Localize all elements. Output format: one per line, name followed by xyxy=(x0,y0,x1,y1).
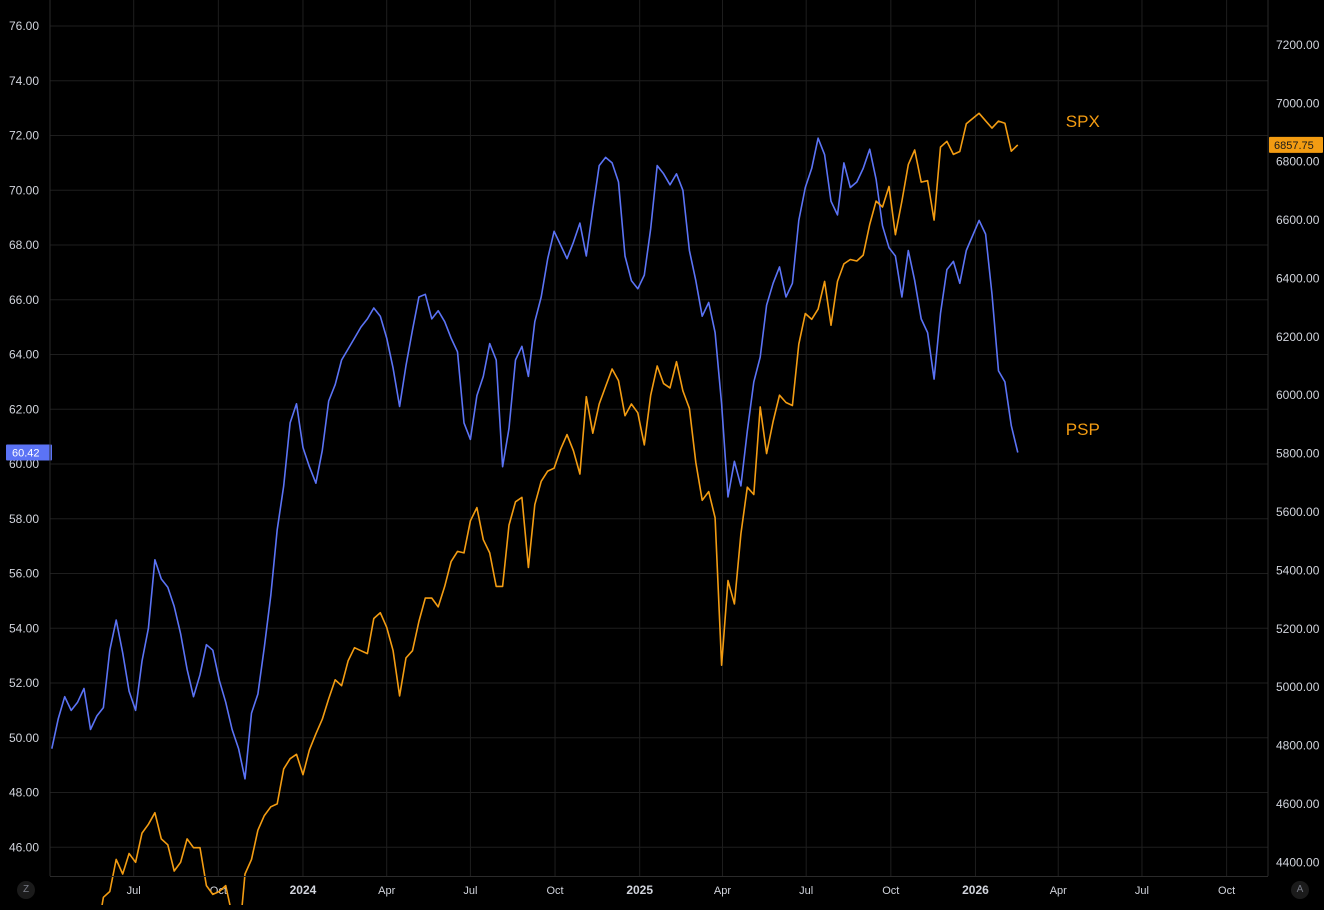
right-tick-label: 5200.00 xyxy=(1276,622,1320,636)
spx-last-value: 6857.75 xyxy=(1274,140,1314,152)
timezone-button[interactable]: Z xyxy=(17,881,35,899)
spx-label: SPX xyxy=(1066,112,1100,131)
left-tick-label: 62.00 xyxy=(9,402,39,416)
left-tick-label: 48.00 xyxy=(9,786,39,800)
right-tick-label: 7000.00 xyxy=(1276,96,1320,110)
left-tick-label: 56.00 xyxy=(9,567,39,581)
left-tick-label: 72.00 xyxy=(9,129,39,143)
right-tick-label: 6200.00 xyxy=(1276,330,1320,344)
series-labels: SPX PSP xyxy=(1066,112,1100,439)
time-tick-label: Oct xyxy=(1218,885,1235,897)
time-tick-label: Jul xyxy=(1135,885,1149,897)
left-tick-label: 64.00 xyxy=(9,348,39,362)
right-tick-label: 6400.00 xyxy=(1276,271,1320,285)
time-tick-label: Oct xyxy=(882,885,899,897)
left-tick-label: 68.00 xyxy=(9,238,39,252)
time-tick-label: 2026 xyxy=(962,883,989,897)
left-tick-label: 70.00 xyxy=(9,183,39,197)
psp-last-value-badge xyxy=(6,444,52,461)
grid-lines xyxy=(50,0,1268,876)
psp-line xyxy=(51,137,1019,780)
spx-line xyxy=(100,112,1019,910)
time-tick-label: Jul xyxy=(463,885,477,897)
time-tick-label: Jul xyxy=(799,885,813,897)
right-tick-label: 4400.00 xyxy=(1276,855,1320,869)
right-tick-label: 6000.00 xyxy=(1276,388,1320,402)
time-tick-label: Oct xyxy=(546,885,563,897)
psp-last-value: 60.42 xyxy=(12,448,40,460)
right-tick-label: 4800.00 xyxy=(1276,739,1320,753)
left-tick-label: 76.00 xyxy=(9,19,39,33)
time-tick-label: 2024 xyxy=(290,883,317,897)
right-tick-label: 5000.00 xyxy=(1276,680,1320,694)
right-tick-label: 6800.00 xyxy=(1276,155,1320,169)
left-price-axis[interactable]: 46.0048.0050.0052.0054.0056.0058.0060.00… xyxy=(6,19,52,854)
left-tick-label: 46.00 xyxy=(9,840,39,854)
right-tick-label: 5800.00 xyxy=(1276,447,1320,461)
right-tick-label: 5400.00 xyxy=(1276,563,1320,577)
right-tick-label: 4600.00 xyxy=(1276,797,1320,811)
left-tick-label: 54.00 xyxy=(9,621,39,635)
time-axis[interactable]: Jul Oct 2024 Apr Jul Oct 2025 Apr Jul Oct 2026 Apr J… xyxy=(127,883,1235,897)
left-tick-label: 66.00 xyxy=(9,293,39,307)
time-tick-label: Apr xyxy=(714,885,731,897)
time-tick-label: 2025 xyxy=(626,883,653,897)
right-tick-label: 7200.00 xyxy=(1276,38,1320,52)
psp-label: PSP xyxy=(1066,420,1100,439)
spx-last-value-badge xyxy=(1269,136,1323,153)
right-tick-label: 6600.00 xyxy=(1276,213,1320,227)
left-tick-label: 50.00 xyxy=(9,731,39,745)
left-tick-label: 58.00 xyxy=(9,512,39,526)
left-tick-label: 52.00 xyxy=(9,676,39,690)
time-tick-label: Jul xyxy=(127,885,141,897)
time-tick-label: Apr xyxy=(1050,885,1067,897)
left-tick-label: 74.00 xyxy=(9,74,39,88)
right-price-axis[interactable]: 4400.00 4600.00 4800.00 5000.00 5200.00 5400.… xyxy=(1269,38,1323,869)
series-lines xyxy=(51,112,1019,910)
auto-scale-button[interactable]: A xyxy=(1291,881,1309,899)
right-tick-label: 5600.00 xyxy=(1276,505,1320,519)
time-tick-label: Apr xyxy=(378,885,395,897)
